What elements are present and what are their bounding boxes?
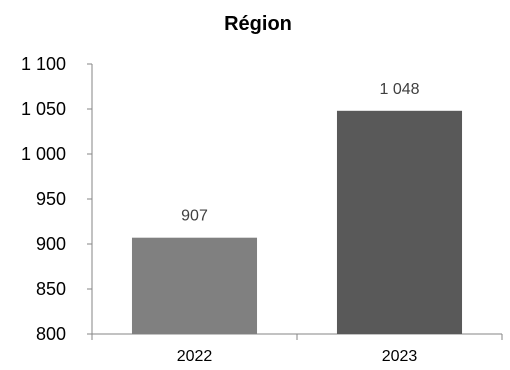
y-tick-label: 900 [36,234,66,254]
y-axis: 800 850 900 950 1 000 1 050 1 100 [21,54,93,344]
bar-2022 [131,237,258,334]
y-tick-label: 950 [36,189,66,209]
chart-title: Région [224,13,292,35]
x-tick-label: 2022 [177,348,213,365]
bar-value-label: 1 048 [379,81,419,98]
y-tick-label: 1 100 [21,54,66,74]
y-tick-label: 1 000 [21,144,66,164]
y-tick-label: 800 [36,324,66,344]
data-labels: 907 1 048 [181,81,419,225]
y-tick-label: 1 050 [21,99,66,119]
bar-value-label: 907 [181,208,208,225]
x-axis: 2022 2023 [91,333,503,365]
x-tick-label: 2023 [382,348,418,365]
bar-2023 [336,110,463,334]
bars [131,110,463,334]
y-tick-label: 850 [36,279,66,299]
